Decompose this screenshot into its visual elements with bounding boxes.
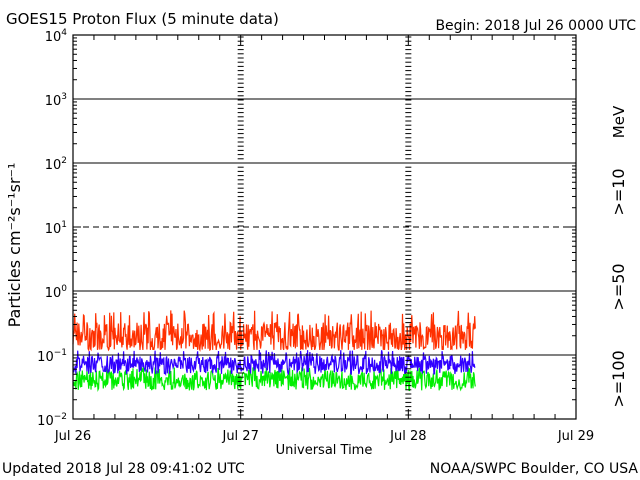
y-tick-label-1e2: 102: [45, 156, 67, 173]
y-tick-label-1e0: 100: [45, 284, 68, 301]
legend-series-100mev: >=100: [609, 350, 628, 407]
x-axis-ticks: Jul 26 Jul 27 Jul 28 Jul 29: [54, 35, 594, 444]
legend: MeV >=10 >=50 >=100: [609, 105, 628, 408]
series-line-ge10mev: [72, 310, 476, 352]
legend-series-50mev: >=50: [609, 263, 628, 310]
plot-frame: [72, 34, 577, 420]
y-tick-label-1e-1: 10−1: [37, 348, 67, 365]
series-layer: [72, 310, 476, 393]
updated-timestamp: Updated 2018 Jul 28 09:41:02 UTC: [2, 461, 245, 477]
legend-series-10mev: >=10: [609, 168, 628, 215]
y-axis-label: Particles cm⁻²s⁻¹sr⁻¹: [5, 163, 24, 328]
x-tick-label: Jul 29: [557, 429, 594, 444]
series-line-ge50mev: [72, 349, 476, 377]
chart-title: GOES15 Proton Flux (5 minute data): [6, 10, 279, 28]
x-tick-label: Jul 28: [389, 429, 426, 444]
y-tick-label-1e1: 101: [45, 220, 67, 237]
series-line-ge100mev: [72, 366, 476, 393]
x-axis-label: Universal Time: [276, 443, 373, 458]
y-tick-label-1e4: 104: [45, 28, 68, 45]
x-tick-label: Jul 26: [54, 429, 91, 444]
begin-time: Begin: 2018 Jul 26 0000 UTC: [435, 18, 636, 34]
y-tick-label-1e3: 103: [45, 92, 67, 109]
legend-units: MeV: [610, 105, 628, 138]
credit-text: NOAA/SWPC Boulder, CO USA: [430, 461, 639, 477]
x-tick-label: Jul 27: [221, 429, 258, 444]
y-tick-label-1e-2: 10−2: [37, 412, 67, 429]
grid-layer: [73, 98, 576, 356]
